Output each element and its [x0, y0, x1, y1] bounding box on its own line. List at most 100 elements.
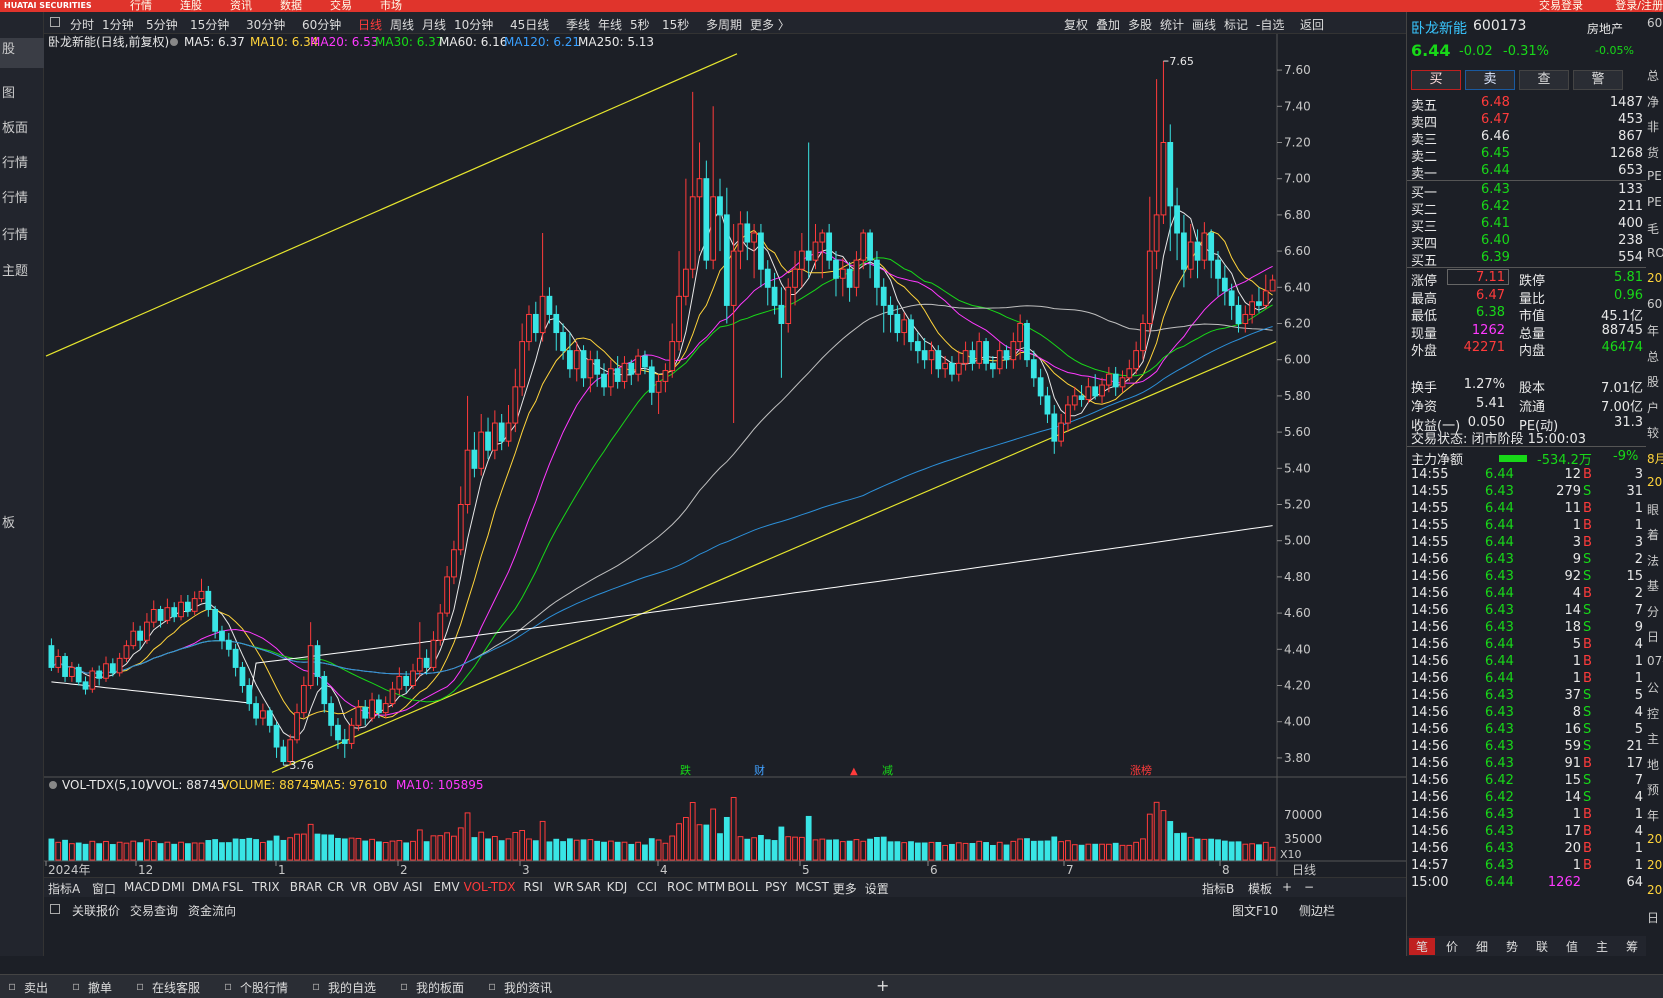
stock-icon[interactable]: ▫: [224, 979, 233, 993]
trade-button[interactable]: 警: [1573, 70, 1623, 90]
menu-item[interactable]: 数据: [280, 0, 302, 12]
indicator-tab[interactable]: 设置: [864, 882, 889, 896]
quote-tab[interactable]: 值: [1565, 940, 1578, 954]
indicator-tab[interactable]: VOL-TDX: [463, 880, 516, 894]
period-tab[interactable]: 5分钟: [146, 18, 178, 32]
period-tab[interactable]: 分时: [70, 18, 95, 32]
trade-button[interactable]: 查: [1519, 70, 1569, 90]
menu-item[interactable]: 连股: [180, 0, 202, 12]
tool-button[interactable]: 统计: [1160, 18, 1185, 32]
indicator-tab[interactable]: EMV: [433, 880, 460, 894]
quote-tab[interactable]: 筹: [1625, 940, 1638, 954]
nav-item[interactable]: 图: [2, 86, 16, 101]
period-tab[interactable]: 60分钟: [302, 18, 342, 32]
indicator-right-tab[interactable]: +: [1282, 880, 1293, 894]
indicator-tab[interactable]: CCI: [636, 880, 658, 894]
indicator-tab[interactable]: VR: [350, 880, 367, 894]
bottom-button[interactable]: 我的资讯: [504, 981, 553, 995]
trade-button[interactable]: 卖: [1465, 70, 1515, 90]
period-tab[interactable]: 多周期: [706, 18, 743, 32]
add-icon[interactable]: +: [876, 976, 890, 995]
sub-tab-right[interactable]: 侧边栏: [1299, 904, 1336, 918]
period-tab[interactable]: 年线: [598, 18, 623, 32]
bottom-button[interactable]: 在线客服: [152, 981, 201, 995]
period-tab[interactable]: 10分钟: [454, 18, 494, 32]
quote-tab[interactable]: 主: [1595, 940, 1608, 954]
quote-tab[interactable]: 联: [1535, 940, 1548, 954]
indicator-tab[interactable]: 更多: [832, 882, 857, 896]
indicator-tab[interactable]: PSY: [765, 880, 788, 894]
bottom-button[interactable]: 卖出: [24, 981, 49, 995]
period-tab[interactable]: 季线: [566, 18, 591, 32]
indicator-tab[interactable]: KDJ: [606, 880, 628, 894]
indicator-tab[interactable]: MTM: [697, 880, 726, 894]
period-tab[interactable]: 月线: [422, 18, 447, 32]
undo-icon[interactable]: ▫: [72, 979, 81, 993]
menu-item[interactable]: 交易: [330, 0, 352, 12]
upload-icon[interactable]: ▫: [8, 979, 17, 993]
indicator-tab[interactable]: ROC: [667, 880, 694, 894]
collapse-icon[interactable]: [50, 904, 60, 914]
support-icon[interactable]: ▫: [136, 979, 145, 993]
indicator-tab[interactable]: MACD: [124, 880, 160, 894]
login-button[interactable]: 登录/注册: [1615, 0, 1663, 12]
tool-button[interactable]: 标记: [1224, 18, 1249, 32]
quote-tab[interactable]: 势: [1505, 940, 1518, 954]
quote-tab[interactable]: 细: [1475, 940, 1488, 954]
indicator-tab[interactable]: WR: [553, 880, 574, 894]
menu-item[interactable]: 市场: [380, 0, 402, 12]
nav-item[interactable]: 主题: [2, 264, 29, 279]
bottom-button[interactable]: 我的自选: [328, 981, 377, 995]
period-tab[interactable]: 15分钟: [190, 18, 230, 32]
indicator-tab[interactable]: DMA: [191, 880, 220, 894]
tool-button[interactable]: 多股: [1128, 18, 1153, 32]
nav-item[interactable]: 行情: [2, 156, 29, 171]
indicator-tab[interactable]: RSI: [523, 880, 543, 894]
period-tab[interactable]: 5秒: [630, 18, 650, 32]
trade-login-button[interactable]: 交易登录: [1539, 0, 1583, 12]
indicator-right-tab[interactable]: 模板: [1248, 882, 1273, 896]
sub-tab[interactable]: 关联报价: [72, 904, 121, 918]
tool-button[interactable]: -自选: [1256, 18, 1285, 32]
sector-tag[interactable]: 房地产: [1587, 22, 1624, 36]
indicator-tab[interactable]: ASI: [403, 880, 423, 894]
bottom-button[interactable]: 撤单: [88, 981, 113, 995]
indicator-tab[interactable]: FSL: [222, 880, 243, 894]
indicator-right-tab[interactable]: 指标B: [1202, 882, 1235, 896]
quote-tab[interactable]: 价: [1445, 940, 1458, 954]
grid-icon[interactable]: [50, 17, 60, 27]
sub-tab-right[interactable]: 图文F10: [1232, 904, 1279, 918]
indicator-tab[interactable]: 指标A: [48, 882, 81, 896]
nav-item[interactable]: 板: [2, 516, 16, 531]
tool-button[interactable]: 返回: [1300, 18, 1325, 32]
indicator-right-tab[interactable]: −: [1304, 880, 1315, 894]
sub-tab[interactable]: 资金流向: [188, 904, 237, 918]
bottom-button[interactable]: 我的板面: [416, 981, 465, 995]
indicator-tab[interactable]: TRIX: [252, 880, 280, 894]
sub-tab[interactable]: 交易查询: [130, 904, 179, 918]
menu-item[interactable]: 行情: [130, 0, 152, 12]
nav-item[interactable]: 股: [0, 38, 44, 68]
period-tab[interactable]: 日线: [358, 18, 383, 32]
indicator-tab[interactable]: 窗口: [92, 882, 117, 896]
indicator-tab[interactable]: SAR: [576, 880, 601, 894]
tool-button[interactable]: 叠加: [1096, 18, 1121, 32]
trade-button[interactable]: 买: [1411, 70, 1461, 90]
star-icon[interactable]: ▫: [312, 979, 321, 993]
indicator-tab[interactable]: OBV: [373, 880, 399, 894]
period-tab[interactable]: 15秒: [662, 18, 690, 32]
period-tab[interactable]: 45日线: [510, 18, 550, 32]
period-tab[interactable]: 1分钟: [102, 18, 134, 32]
nav-item[interactable]: 行情: [2, 191, 29, 206]
period-tab[interactable]: 周线: [390, 18, 415, 32]
indicator-tab[interactable]: BOLL: [727, 880, 759, 894]
indicator-tab[interactable]: DMI: [161, 880, 185, 894]
indicator-tab[interactable]: BRAR: [289, 880, 323, 894]
tool-button[interactable]: 画线: [1192, 18, 1217, 32]
tool-button[interactable]: 复权: [1064, 18, 1089, 32]
layout-icon[interactable]: ▫: [400, 979, 409, 993]
period-tab[interactable]: 更多 〉: [750, 18, 790, 32]
indicator-tab[interactable]: CR: [327, 880, 345, 894]
indicator-tab[interactable]: MCST: [795, 880, 829, 894]
nav-item[interactable]: 板面: [2, 121, 29, 136]
